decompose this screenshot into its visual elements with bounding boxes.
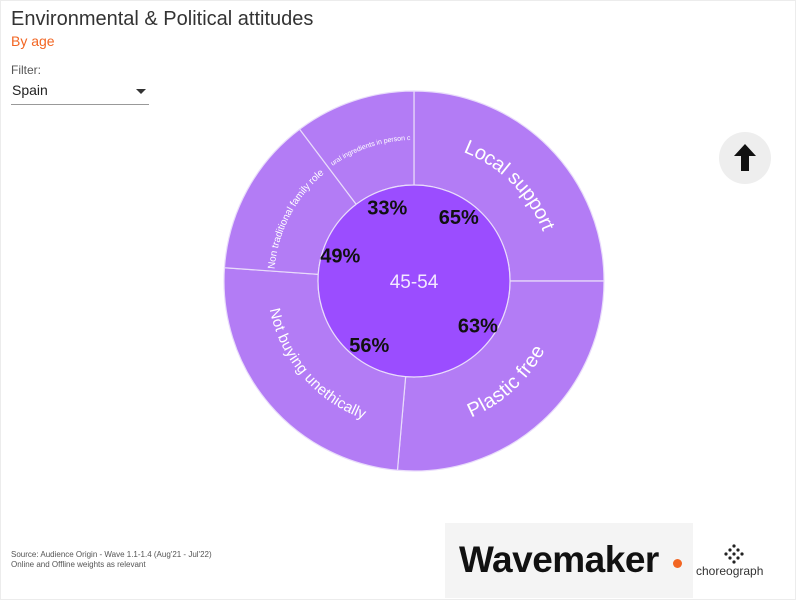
country-filter-dropdown[interactable]: Spain — [11, 80, 149, 105]
filter-selected-value: Spain — [12, 82, 48, 98]
wavemaker-logo-text: Wavemaker — [459, 539, 659, 580]
filter-label: Filter: — [11, 63, 41, 77]
choreograph-logo-text: choreograph — [696, 564, 764, 578]
percentage-label-local-support: 65% — [439, 207, 479, 229]
wavemaker-logo-dot — [673, 559, 682, 568]
wavemaker-logo: Wavemaker — [445, 523, 693, 598]
page-subtitle: By age — [11, 33, 55, 49]
percentage-label-natural-ingredients-in-person-care: 33% — [367, 198, 407, 220]
center-label: 45-54 — [390, 272, 439, 293]
page-title: Environmental & Political attitudes — [11, 8, 314, 30]
source-note: Source: Audience Origin - Wave 1.1-1.4 (… — [11, 550, 212, 570]
percentage-label-plastic-free: 63% — [458, 316, 498, 338]
percentage-label-not-buying-unethically: 56% — [349, 335, 389, 357]
segment-label-non-traditional-family-roles: Non traditional family roles — [0, 0, 326, 270]
dropdown-caret-icon — [136, 89, 146, 94]
percentage-label-non-traditional-family-roles: 49% — [320, 246, 360, 268]
center-circle[interactable] — [317, 184, 511, 378]
choreograph-logo-icon — [724, 544, 744, 564]
source-line-1: Source: Audience Origin - Wave 1.1-1.4 (… — [11, 550, 212, 559]
scroll-top-button[interactable] — [719, 132, 771, 184]
source-line-2: Online and Offline weights as relevant — [11, 560, 146, 569]
arrow-up-icon — [734, 144, 756, 171]
